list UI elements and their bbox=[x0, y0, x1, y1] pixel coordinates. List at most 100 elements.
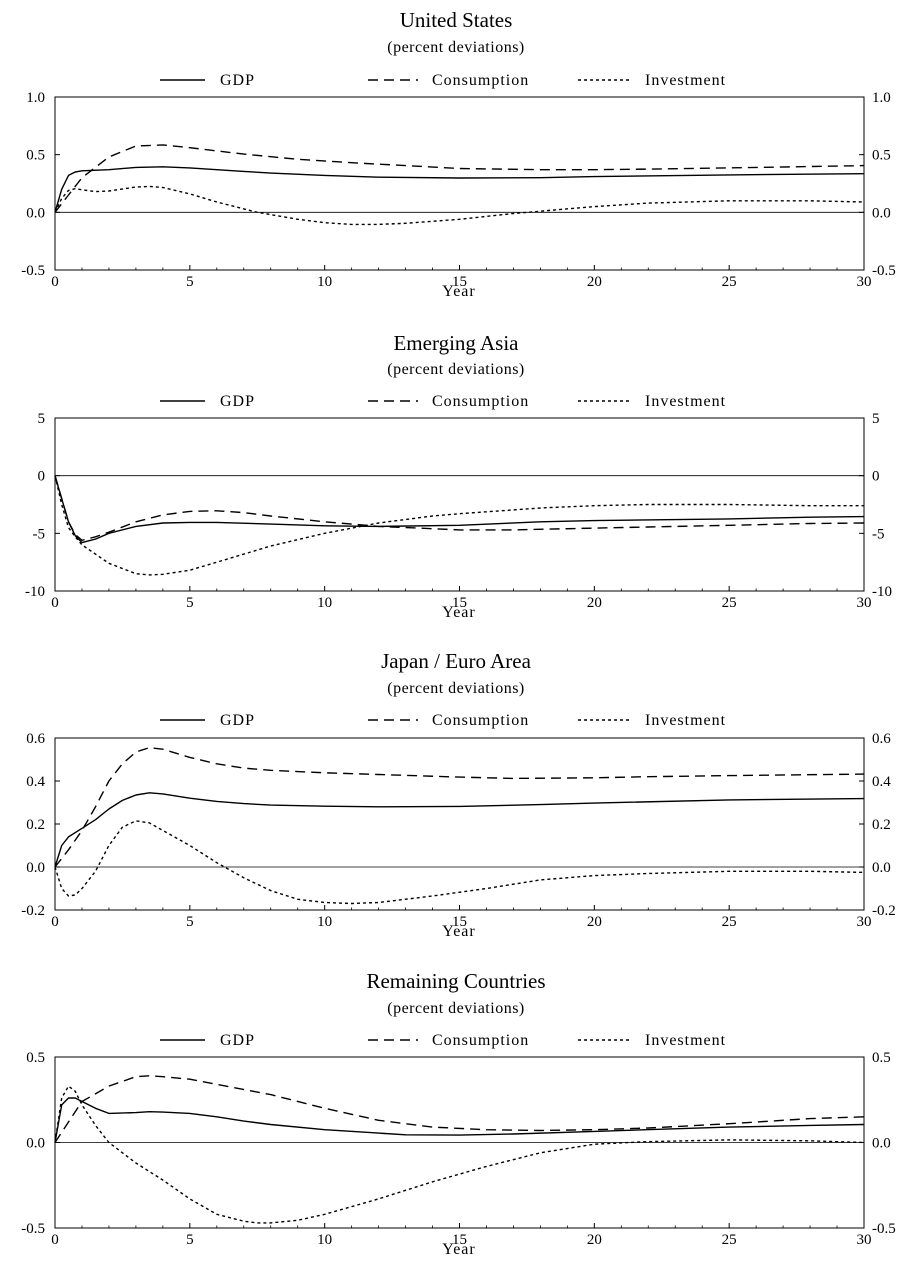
y-tick-label-right: 0.5 bbox=[872, 1050, 891, 1066]
series-line bbox=[54, 475, 864, 576]
y-tick-label-left: 0 bbox=[38, 469, 46, 485]
y-tick-label-left: 0.0 bbox=[26, 860, 45, 876]
x-axis-label: Year bbox=[442, 604, 475, 621]
x-tick-label: 15 bbox=[452, 914, 467, 930]
chart-subtitle: (percent deviations) bbox=[387, 39, 525, 56]
x-tick-label: 30 bbox=[857, 595, 872, 611]
y-tick-label-right: -0.5 bbox=[872, 1221, 896, 1237]
y-tick-label-right: 0.0 bbox=[872, 860, 891, 876]
legend-label: Consumption bbox=[432, 712, 529, 729]
x-tick-label: 10 bbox=[317, 1232, 332, 1248]
chart-panel: Emerging Asia (percent deviations) GDP Cons… bbox=[25, 331, 892, 621]
chart-subtitle: (percent deviations) bbox=[387, 361, 525, 378]
y-tick-label-left: 0.0 bbox=[26, 205, 45, 221]
x-tick-label: 5 bbox=[186, 1232, 194, 1248]
x-tick-label: 10 bbox=[317, 595, 332, 611]
y-tick-label-left: -0.2 bbox=[21, 903, 45, 919]
x-axis-label: Year bbox=[442, 923, 475, 940]
chart-title: United States bbox=[400, 8, 513, 32]
x-tick-label: 5 bbox=[186, 274, 194, 290]
legend-label: Consumption bbox=[432, 72, 529, 89]
x-tick-label: 20 bbox=[587, 914, 602, 930]
y-tick-label-right: 0.5 bbox=[872, 148, 891, 164]
series-line bbox=[54, 820, 865, 905]
x-axis-label: Year bbox=[442, 283, 475, 300]
x-tick-label: 0 bbox=[51, 914, 59, 930]
y-tick-label-left: -10 bbox=[25, 584, 45, 600]
x-tick-label: 0 bbox=[51, 595, 59, 611]
y-tick-label-left: 0.5 bbox=[26, 1050, 45, 1066]
series-line bbox=[54, 792, 865, 868]
series-line bbox=[54, 747, 865, 868]
series-line bbox=[54, 1085, 865, 1224]
series-line bbox=[54, 475, 865, 541]
x-tick-label: 25 bbox=[722, 914, 737, 930]
series-line bbox=[54, 475, 865, 544]
legend-label: Investment bbox=[645, 72, 726, 89]
x-tick-label: 10 bbox=[317, 914, 332, 930]
y-tick-label-right: 0.6 bbox=[872, 731, 891, 747]
chart-title: Emerging Asia bbox=[393, 331, 519, 355]
legend-label: Investment bbox=[645, 393, 726, 410]
x-tick-label: 25 bbox=[722, 274, 737, 290]
x-tick-label: 5 bbox=[186, 595, 194, 611]
legend-label: GDP bbox=[220, 1032, 255, 1049]
chart-subtitle: (percent deviations) bbox=[387, 1000, 525, 1017]
series-line bbox=[54, 144, 865, 213]
y-tick-label-left: 0.0 bbox=[26, 1136, 45, 1152]
y-tick-label-right: -0.5 bbox=[872, 263, 896, 279]
x-tick-label: 0 bbox=[51, 1232, 59, 1248]
x-tick-label: 15 bbox=[452, 595, 467, 611]
y-tick-label-right: 0 bbox=[872, 469, 880, 485]
y-tick-label-right: -0.2 bbox=[872, 903, 896, 919]
x-tick-label: 25 bbox=[722, 1232, 737, 1248]
y-tick-label-left: 1.0 bbox=[26, 90, 45, 106]
legend-label: Consumption bbox=[432, 393, 529, 410]
legend-label: GDP bbox=[220, 712, 255, 729]
legend-label: GDP bbox=[220, 393, 255, 410]
y-tick-label-right: 5 bbox=[872, 411, 880, 427]
y-tick-label-left: -0.5 bbox=[21, 1221, 45, 1237]
series-line bbox=[54, 185, 865, 226]
y-tick-label-right: 1.0 bbox=[872, 90, 891, 106]
series-line bbox=[54, 1075, 865, 1143]
y-tick-label-right: 0.0 bbox=[872, 205, 891, 221]
y-tick-label-left: 0.2 bbox=[26, 817, 45, 833]
x-tick-label: 0 bbox=[51, 274, 59, 290]
plot-frame bbox=[54, 737, 865, 911]
x-tick-label: 15 bbox=[452, 1232, 467, 1248]
series-line bbox=[54, 166, 865, 213]
chart-panel: United States (percent deviations) GDP Cons… bbox=[21, 8, 896, 300]
x-tick-label: 5 bbox=[186, 914, 194, 930]
legend-label: Consumption bbox=[432, 1032, 529, 1049]
chart-panel: Remaining Countries (percent deviations) G… bbox=[21, 969, 896, 1258]
chart-subtitle: (percent deviations) bbox=[387, 680, 525, 697]
legend-label: Investment bbox=[645, 1032, 726, 1049]
series-line bbox=[54, 1097, 865, 1143]
x-tick-label: 25 bbox=[722, 595, 737, 611]
y-tick-label-left: 0.6 bbox=[26, 731, 45, 747]
chart-title: Japan / Euro Area bbox=[381, 649, 532, 673]
x-tick-label: 20 bbox=[587, 595, 602, 611]
x-axis-label: Year bbox=[442, 1241, 475, 1258]
y-tick-label-left: 0.4 bbox=[26, 774, 45, 790]
legend-label: Investment bbox=[645, 712, 726, 729]
x-tick-label: 30 bbox=[857, 914, 872, 930]
y-tick-label-right: 0.4 bbox=[872, 774, 891, 790]
x-tick-label: 15 bbox=[452, 274, 467, 290]
y-tick-label-right: -10 bbox=[872, 584, 892, 600]
chart-panel: Japan / Euro Area (percent deviations) GDP… bbox=[21, 649, 896, 940]
chart-title: Remaining Countries bbox=[366, 969, 545, 993]
plot-frame bbox=[54, 96, 865, 271]
y-tick-label-right: -5 bbox=[872, 526, 885, 542]
y-tick-label-left: -0.5 bbox=[21, 263, 45, 279]
y-tick-label-left: -5 bbox=[33, 526, 46, 542]
y-tick-label-left: 5 bbox=[38, 411, 46, 427]
x-tick-label: 10 bbox=[317, 274, 332, 290]
y-tick-label-left: 0.5 bbox=[26, 148, 45, 164]
legend-label: GDP bbox=[220, 72, 255, 89]
x-tick-label: 30 bbox=[857, 1232, 872, 1248]
x-tick-label: 20 bbox=[587, 1232, 602, 1248]
